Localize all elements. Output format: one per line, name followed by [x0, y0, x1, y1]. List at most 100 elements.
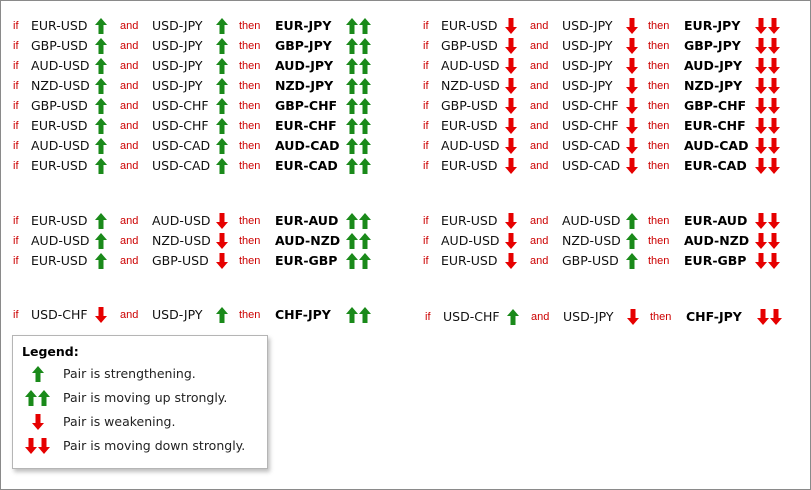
first-pair-label: GBP-USD [31, 38, 88, 53]
left-rule-row: if EUR-USD and USD-CHF then EUR-CHF [0, 116, 811, 136]
second-pair-label: USD-CHF [152, 98, 209, 113]
and-keyword: and [530, 215, 549, 227]
and-keyword: and [530, 255, 549, 267]
red-down-arrow-icon [626, 38, 638, 60]
right-rule-row: if GBP-USD and USD-CHF then GBP-CHF [0, 96, 811, 116]
if-keyword: if [13, 215, 19, 227]
result-pair-label: EUR-GBP [275, 253, 338, 268]
result-pair-label: EUR-CAD [684, 158, 747, 173]
second-pair-label: USD-JPY [152, 307, 203, 322]
then-keyword: then [648, 215, 670, 227]
green-up-arrow-icon [216, 78, 228, 100]
and-keyword: and [120, 60, 139, 72]
right-rule-row: if EUR-USD and AUD-USD then EUR-AUD [0, 211, 811, 231]
first-pair-label: EUR-USD [31, 158, 88, 173]
green-up-arrow-icon [216, 58, 228, 80]
green-double-up-arrow-icon [346, 78, 371, 100]
right-rule-row: if NZD-USD and USD-JPY then NZD-JPY [0, 76, 811, 96]
red-double-down-arrow-icon [755, 38, 780, 60]
second-pair-label: USD-JPY [152, 78, 203, 93]
if-keyword: if [425, 311, 431, 323]
second-pair-label: NZD-USD [562, 233, 621, 248]
green-double-up-arrow-icon [346, 138, 371, 160]
green-double-up-arrow-icon [346, 98, 371, 120]
then-keyword: then [239, 255, 261, 267]
and-keyword: and [120, 120, 139, 132]
result-pair-label: AUD-CAD [684, 138, 749, 153]
legend-item-label: Pair is moving up strongly. [63, 390, 228, 405]
legend-item-label: Pair is weakening. [63, 414, 176, 429]
result-pair-label: CHF-JPY [686, 309, 742, 324]
then-keyword: then [648, 60, 670, 72]
then-keyword: then [239, 140, 261, 152]
result-pair-label: GBP-JPY [684, 38, 741, 53]
red-down-arrow-icon [626, 58, 638, 80]
if-keyword: if [13, 120, 19, 132]
red-double-down-arrow-icon [755, 98, 780, 120]
left-rule-row: if EUR-USD and USD-CAD then EUR-CAD [0, 156, 811, 176]
red-down-arrow-icon [505, 138, 517, 160]
green-up-arrow-icon [95, 158, 107, 180]
first-pair-label: GBP-USD [441, 38, 498, 53]
and-keyword: and [530, 60, 549, 72]
green-double-up-arrow-icon [346, 233, 371, 255]
then-keyword: then [239, 60, 261, 72]
green-up-arrow-icon [95, 18, 107, 40]
if-keyword: if [423, 140, 429, 152]
red-double-down-arrow-icon [755, 58, 780, 80]
second-pair-label: USD-JPY [563, 309, 614, 324]
and-keyword: and [120, 255, 139, 267]
then-keyword: then [650, 311, 672, 323]
red-down-arrow-icon [505, 78, 517, 100]
green-up-arrow-icon [626, 253, 638, 275]
red-down-arrow-icon [505, 158, 517, 180]
red-down-arrow-icon [505, 58, 517, 80]
right-rule-row: if AUD-USD and USD-CAD then AUD-CAD [0, 136, 811, 156]
if-keyword: if [423, 255, 429, 267]
and-keyword: and [120, 40, 139, 52]
and-keyword: and [120, 100, 139, 112]
red-double-down-arrow-icon [755, 18, 780, 40]
then-keyword: then [239, 20, 261, 32]
and-keyword: and [530, 100, 549, 112]
first-pair-label: EUR-USD [441, 118, 498, 133]
red-down-arrow-icon [626, 158, 638, 180]
green-up-arrow-icon [507, 309, 519, 331]
second-pair-label: USD-JPY [152, 38, 203, 53]
result-pair-label: GBP-CHF [684, 98, 747, 113]
green-up-arrow-icon [216, 38, 228, 60]
second-pair-label: USD-CAD [562, 158, 621, 173]
and-keyword: and [531, 311, 550, 323]
red-down-arrow-icon [216, 213, 228, 235]
then-keyword: then [648, 100, 670, 112]
first-pair-label: NZD-USD [31, 78, 90, 93]
and-keyword: and [120, 309, 139, 321]
left-rule-row: if AUD-USD and NZD-USD then AUD-NZD [0, 231, 811, 251]
green-up-arrow-icon [95, 58, 107, 80]
then-keyword: then [239, 40, 261, 52]
then-keyword: then [648, 255, 670, 267]
if-keyword: if [13, 160, 19, 172]
and-keyword: and [530, 140, 549, 152]
red-down-arrow-icon [627, 309, 639, 331]
red-down-arrow-icon [505, 253, 517, 275]
right-rule-row: if AUD-USD and NZD-USD then AUD-NZD [0, 231, 811, 251]
legend-item: Pair is moving down strongly. [13, 436, 267, 456]
if-keyword: if [13, 80, 19, 92]
first-pair-label: EUR-USD [441, 213, 498, 228]
if-keyword: if [13, 40, 19, 52]
left-rule-row: if GBP-USD and USD-CHF then GBP-CHF [0, 96, 811, 116]
first-pair-label: EUR-USD [31, 18, 88, 33]
green-up-arrow-icon [216, 118, 228, 140]
and-keyword: and [530, 40, 549, 52]
first-pair-label: EUR-USD [441, 158, 498, 173]
legend-item: Pair is moving up strongly. [13, 388, 267, 408]
right-rule-row: if EUR-USD and USD-CAD then EUR-CAD [0, 156, 811, 176]
second-pair-label: USD-JPY [152, 18, 203, 33]
first-pair-label: EUR-USD [31, 118, 88, 133]
red-down-arrow-icon [216, 253, 228, 275]
left-rule-row: if EUR-USD and GBP-USD then EUR-GBP [0, 251, 811, 271]
red-down-arrow-icon [505, 213, 517, 235]
red-down-arrow-icon [505, 98, 517, 120]
first-pair-label: USD-CHF [443, 309, 500, 324]
